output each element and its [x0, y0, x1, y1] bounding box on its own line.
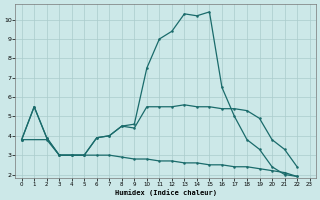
- X-axis label: Humidex (Indice chaleur): Humidex (Indice chaleur): [115, 189, 217, 196]
